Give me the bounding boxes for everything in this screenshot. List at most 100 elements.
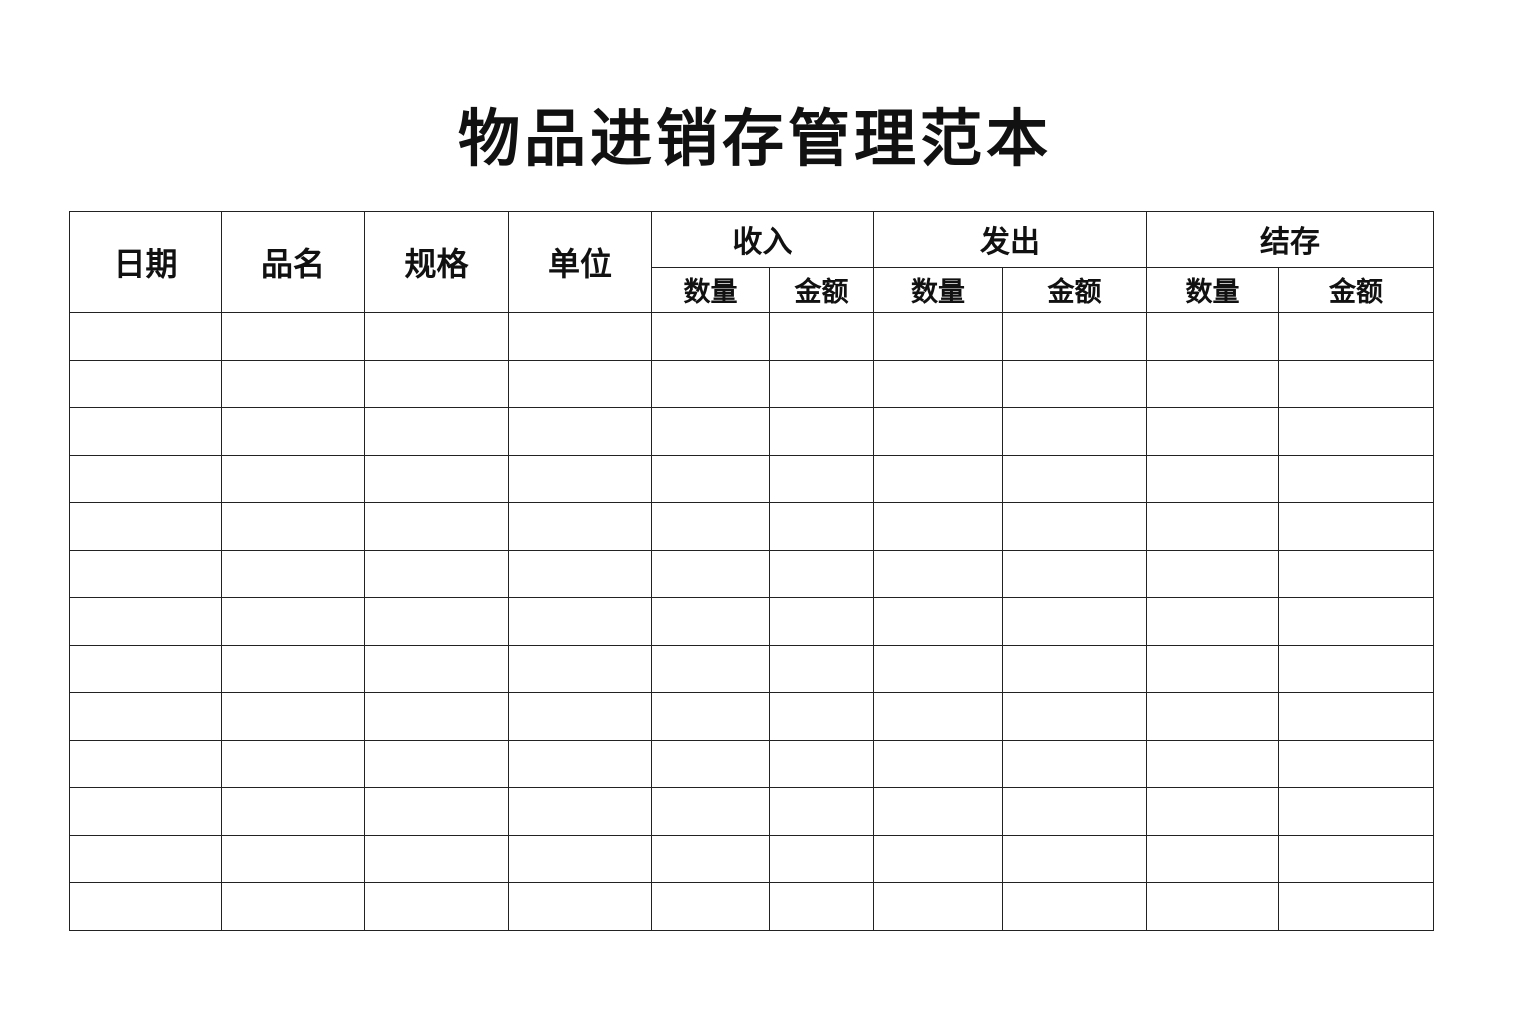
table-cell[interactable] <box>69 454 222 503</box>
table-cell[interactable] <box>651 597 770 646</box>
table-cell[interactable] <box>1002 834 1147 883</box>
table-cell[interactable] <box>1002 407 1147 456</box>
table-cell[interactable] <box>651 359 770 408</box>
table-cell[interactable] <box>1002 312 1147 361</box>
table-cell[interactable] <box>769 454 874 503</box>
table-cell[interactable] <box>769 549 874 598</box>
table-cell[interactable] <box>1146 644 1279 693</box>
table-cell[interactable] <box>769 644 874 693</box>
table-cell[interactable] <box>873 454 1003 503</box>
table-cell[interactable] <box>69 502 222 551</box>
table-cell[interactable] <box>1002 502 1147 551</box>
table-cell[interactable] <box>1002 692 1147 741</box>
table-cell[interactable] <box>1146 597 1279 646</box>
table-cell[interactable] <box>364 834 509 883</box>
table-cell[interactable] <box>651 834 770 883</box>
table-cell[interactable] <box>651 882 770 931</box>
table-cell[interactable] <box>1146 312 1279 361</box>
table-cell[interactable] <box>508 502 652 551</box>
table-cell[interactable] <box>508 549 652 598</box>
table-cell[interactable] <box>364 597 509 646</box>
table-cell[interactable] <box>873 407 1003 456</box>
table-cell[interactable] <box>651 549 770 598</box>
table-cell[interactable] <box>1278 549 1434 598</box>
table-cell[interactable] <box>69 882 222 931</box>
table-cell[interactable] <box>1278 502 1434 551</box>
table-cell[interactable] <box>1146 692 1279 741</box>
table-cell[interactable] <box>1146 882 1279 931</box>
table-cell[interactable] <box>873 502 1003 551</box>
table-cell[interactable] <box>651 454 770 503</box>
table-cell[interactable] <box>873 739 1003 788</box>
table-cell[interactable] <box>1002 882 1147 931</box>
table-cell[interactable] <box>1002 454 1147 503</box>
table-cell[interactable] <box>508 407 652 456</box>
table-cell[interactable] <box>221 407 365 456</box>
table-cell[interactable] <box>221 834 365 883</box>
table-cell[interactable] <box>221 454 365 503</box>
table-cell[interactable] <box>69 359 222 408</box>
table-cell[interactable] <box>873 834 1003 883</box>
table-cell[interactable] <box>1146 359 1279 408</box>
table-cell[interactable] <box>1278 359 1434 408</box>
table-cell[interactable] <box>364 882 509 931</box>
table-cell[interactable] <box>873 312 1003 361</box>
table-cell[interactable] <box>69 312 222 361</box>
table-cell[interactable] <box>364 312 509 361</box>
table-cell[interactable] <box>769 597 874 646</box>
table-cell[interactable] <box>508 882 652 931</box>
table-cell[interactable] <box>221 549 365 598</box>
table-cell[interactable] <box>69 834 222 883</box>
table-cell[interactable] <box>1146 407 1279 456</box>
table-cell[interactable] <box>1278 834 1434 883</box>
table-cell[interactable] <box>1146 502 1279 551</box>
table-cell[interactable] <box>1278 882 1434 931</box>
table-cell[interactable] <box>69 739 222 788</box>
table-cell[interactable] <box>364 787 509 836</box>
table-cell[interactable] <box>1002 549 1147 598</box>
table-cell[interactable] <box>1278 597 1434 646</box>
table-cell[interactable] <box>364 454 509 503</box>
table-cell[interactable] <box>364 407 509 456</box>
table-cell[interactable] <box>1146 454 1279 503</box>
table-cell[interactable] <box>1278 644 1434 693</box>
table-cell[interactable] <box>1002 787 1147 836</box>
table-cell[interactable] <box>1278 692 1434 741</box>
table-cell[interactable] <box>508 359 652 408</box>
table-cell[interactable] <box>1002 359 1147 408</box>
table-cell[interactable] <box>221 692 365 741</box>
table-cell[interactable] <box>1002 739 1147 788</box>
table-cell[interactable] <box>1146 787 1279 836</box>
table-cell[interactable] <box>769 502 874 551</box>
table-cell[interactable] <box>1278 787 1434 836</box>
table-cell[interactable] <box>69 692 222 741</box>
table-cell[interactable] <box>873 549 1003 598</box>
table-cell[interactable] <box>651 739 770 788</box>
table-cell[interactable] <box>873 882 1003 931</box>
table-cell[interactable] <box>1278 312 1434 361</box>
table-cell[interactable] <box>1146 834 1279 883</box>
table-cell[interactable] <box>651 502 770 551</box>
table-cell[interactable] <box>769 739 874 788</box>
table-cell[interactable] <box>651 787 770 836</box>
table-cell[interactable] <box>508 739 652 788</box>
table-cell[interactable] <box>651 407 770 456</box>
table-cell[interactable] <box>1146 549 1279 598</box>
table-cell[interactable] <box>69 549 222 598</box>
table-cell[interactable] <box>873 597 1003 646</box>
table-cell[interactable] <box>508 644 652 693</box>
table-cell[interactable] <box>1278 407 1434 456</box>
table-cell[interactable] <box>221 359 365 408</box>
table-cell[interactable] <box>873 644 1003 693</box>
table-cell[interactable] <box>1278 454 1434 503</box>
table-cell[interactable] <box>221 787 365 836</box>
table-cell[interactable] <box>508 454 652 503</box>
table-cell[interactable] <box>221 502 365 551</box>
table-cell[interactable] <box>651 692 770 741</box>
table-cell[interactable] <box>508 597 652 646</box>
table-cell[interactable] <box>1002 597 1147 646</box>
table-cell[interactable] <box>221 644 365 693</box>
table-cell[interactable] <box>69 644 222 693</box>
table-cell[interactable] <box>364 502 509 551</box>
table-cell[interactable] <box>769 692 874 741</box>
